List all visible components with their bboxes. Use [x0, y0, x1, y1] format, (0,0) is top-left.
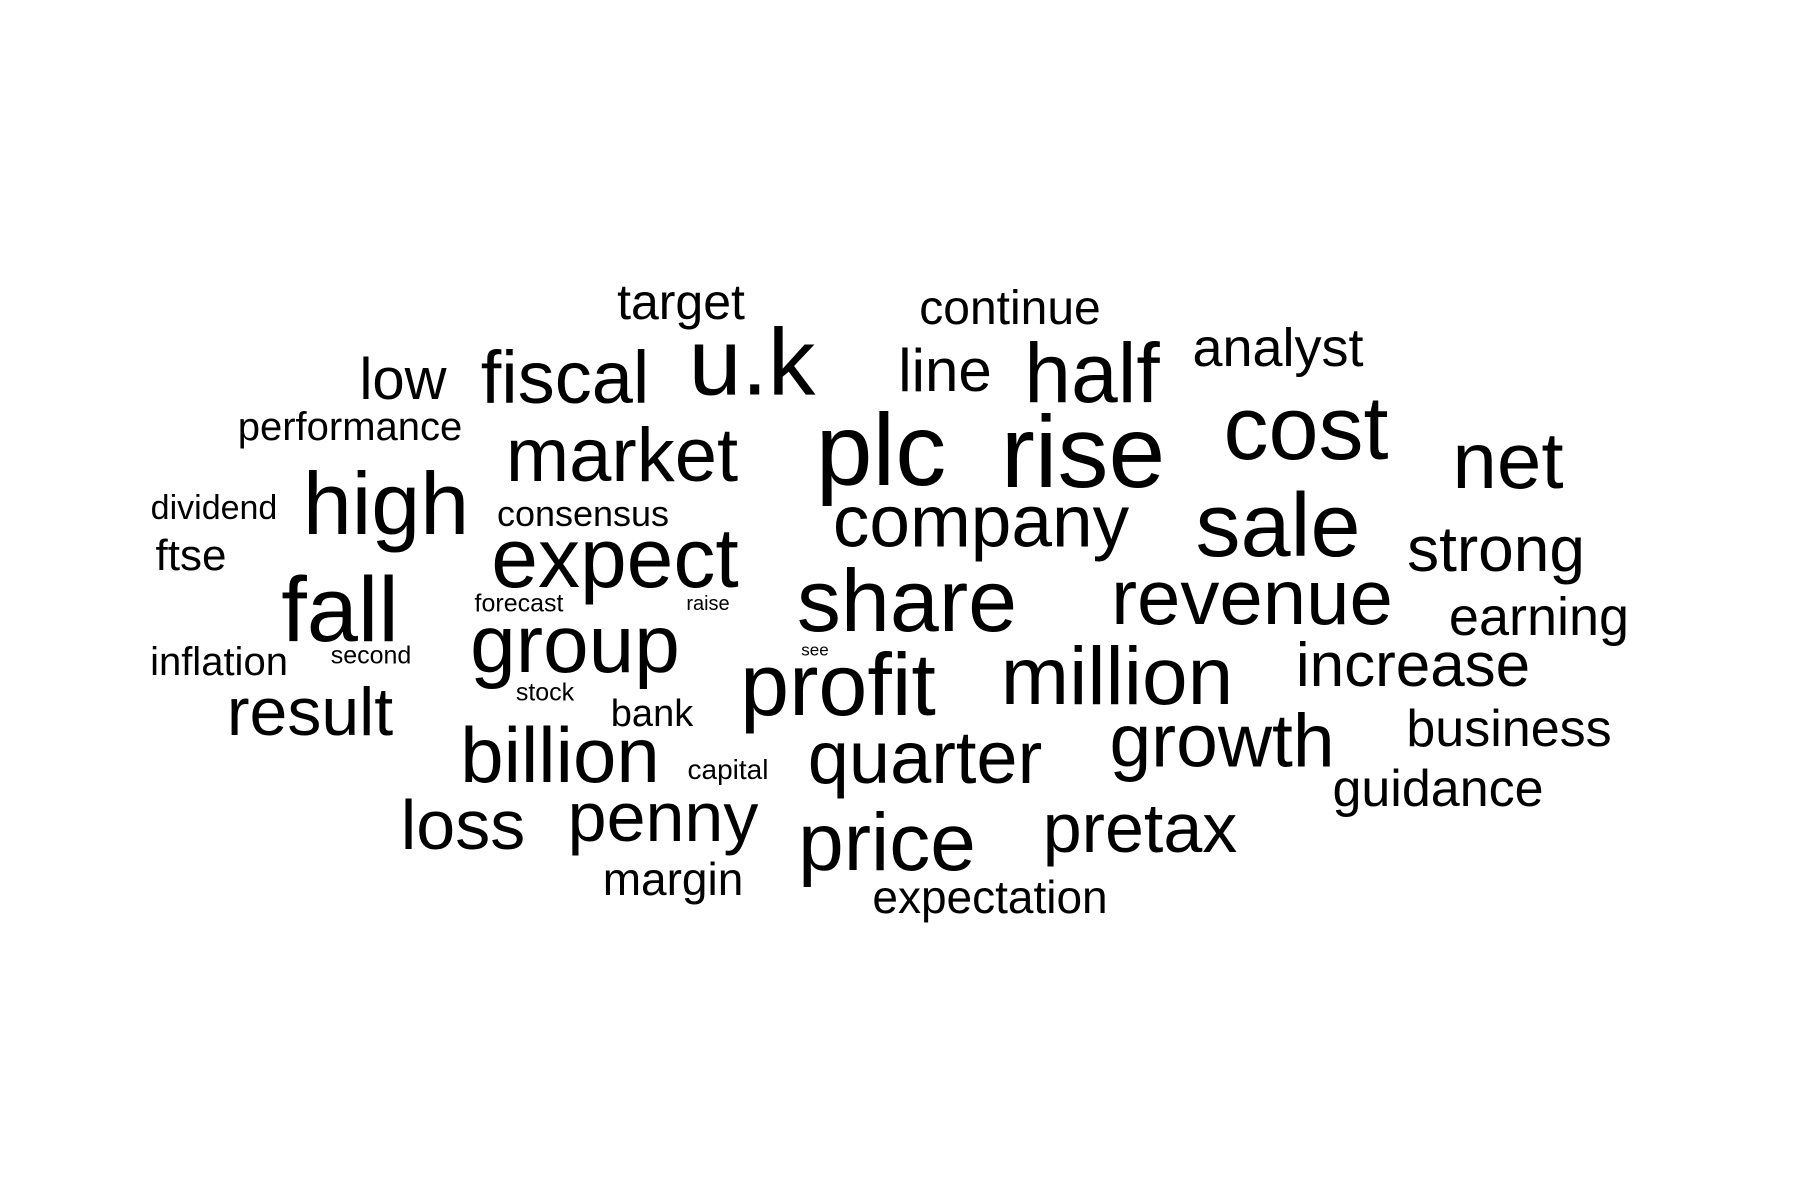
word-business: business: [1406, 700, 1612, 758]
word-cost: cost: [1223, 379, 1389, 479]
word-low: low: [359, 347, 447, 412]
word-line: line: [898, 337, 992, 404]
word-billion: billion: [460, 711, 660, 799]
word-capital: capital: [687, 754, 769, 785]
word-performance: performance: [237, 405, 463, 449]
word-sale: sale: [1195, 476, 1361, 576]
word-earning: earning: [1448, 587, 1630, 647]
word-price: price: [798, 797, 976, 888]
word-rise: rise: [1000, 395, 1166, 509]
word-fiscal: fiscal: [480, 336, 650, 419]
word-share: share: [796, 551, 1018, 650]
word-expectation: expectation: [872, 871, 1108, 923]
word-net: net: [1452, 416, 1564, 505]
word-second: second: [330, 641, 412, 670]
word-result: result: [226, 674, 394, 750]
word-fall: fall: [281, 559, 399, 661]
word-company: company: [832, 481, 1130, 563]
word-group: group: [470, 599, 680, 690]
word-strong: strong: [1407, 513, 1585, 585]
word-stock: stock: [515, 678, 575, 707]
word-margin: margin: [602, 853, 744, 905]
word-high: high: [302, 454, 470, 553]
word-forecast: forecast: [474, 589, 564, 618]
word-dividend: dividend: [150, 489, 278, 527]
word-plc: plc: [815, 393, 947, 507]
word-target: target: [617, 274, 745, 330]
word-growth: growth: [1109, 698, 1335, 783]
word-ftse: ftse: [155, 531, 227, 580]
word-loss: loss: [400, 786, 526, 864]
word-u-k: u.k: [688, 309, 816, 416]
word-quarter: quarter: [807, 716, 1043, 799]
word-expect: expect: [491, 511, 739, 605]
word-million: million: [1000, 631, 1234, 722]
word-continue: continue: [919, 282, 1101, 335]
word-inflation: inflation: [150, 640, 288, 684]
word-increase: increase: [1295, 631, 1531, 700]
word-see: see: [801, 640, 829, 660]
word-raise: raise: [686, 593, 730, 615]
word-revenue: revenue: [1111, 553, 1393, 641]
word-penny: penny: [567, 778, 759, 856]
word-market: market: [505, 413, 739, 498]
word-consensus: consensus: [496, 493, 670, 534]
word-pretax: pretax: [1042, 789, 1238, 867]
word-bank: bank: [610, 693, 694, 735]
word-profit: profit: [740, 635, 936, 734]
word-guidance: guidance: [1332, 760, 1544, 818]
word-analyst: analyst: [1192, 318, 1364, 378]
word-half: half: [1024, 326, 1160, 420]
